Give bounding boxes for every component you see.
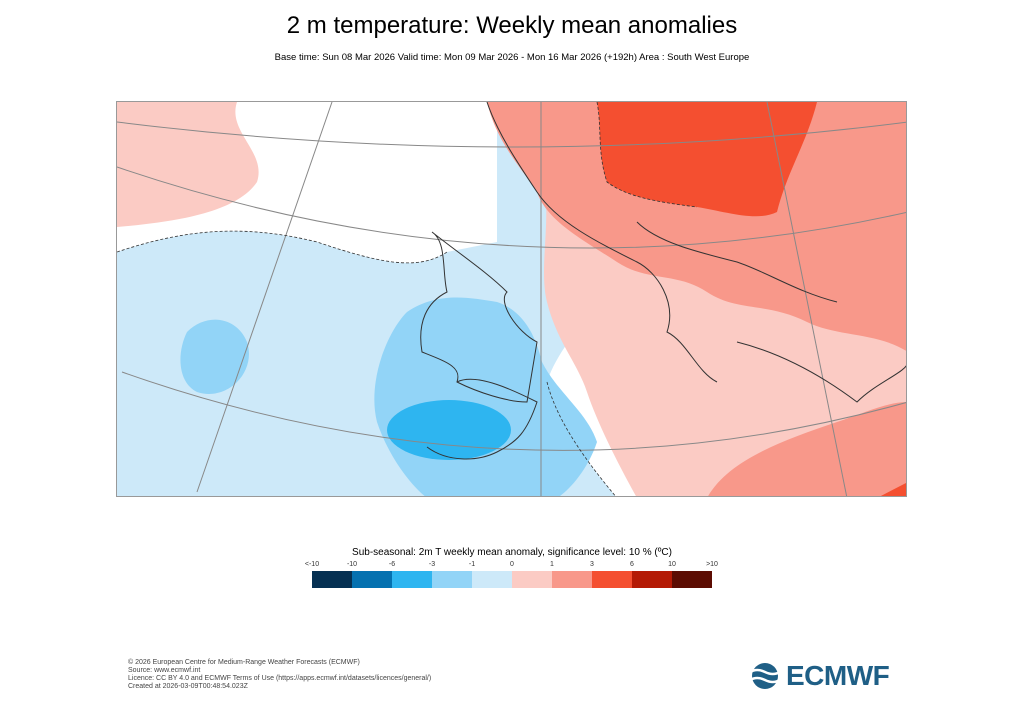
legend-tick-label: 0 [510,561,514,568]
legend-swatch [392,571,432,588]
region-strong-warm-corner [880,483,906,496]
region-strong-warm [597,102,817,217]
source-text: Source: www.ecmwf.int [128,667,201,674]
region-strong-cold [387,400,511,460]
licence-text: Licence: CC BY 4.0 and ECMWF Terms of Us… [128,675,432,682]
legend-tick-label: -1 [468,561,476,568]
legend-tick-label: 10 [668,561,676,568]
anomaly-map [116,101,907,497]
ecmwf-logo: ECMWF [748,660,890,692]
coastlines [420,102,906,460]
footer: © 2026 European Centre for Medium-Range … [128,659,431,691]
chart-title: 2 m temperature: Weekly mean anomalies [286,12,738,39]
legend-swatch [472,571,512,588]
legend-swatch [352,571,392,588]
legend-swatch [592,571,632,588]
legend-title: Sub-seasonal: 2m T weekly mean anomaly, … [352,547,672,558]
legend-swatch [552,571,592,588]
region-warm-se [708,402,906,496]
legend-tick-label: 1 [550,561,554,568]
legend-swatch [432,571,472,588]
legend-tick-label: 3 [590,561,594,568]
legend-tick-label: -6 [388,561,396,568]
legend-swatch [632,571,672,588]
legend-swatch [312,571,352,588]
region-warm [487,102,906,351]
legend-tick-label: >10 [706,561,718,568]
ecmwf-logo-text: ECMWF [786,660,890,691]
legend-swatch [512,571,552,588]
ecmwf-logo-icon [749,663,781,689]
legend-swatch [672,571,712,588]
legend-tick-label: -10 [346,561,358,568]
region-neutral [117,102,677,496]
graticule [117,102,906,496]
chart-subtitle: Base time: Sun 08 Mar 2026 Valid time: M… [274,52,750,63]
legend-colorbar [312,571,712,588]
legend-tick-label: -3 [428,561,436,568]
created-text: Created at 2026-03-09T00:48:54.023Z [128,683,248,690]
legend-tick-label: 6 [630,561,634,568]
copyright-text: © 2026 European Centre for Medium-Range … [128,659,360,666]
map-svg [117,102,906,496]
legend-tick-label: <-10 [304,561,320,568]
significance-contours [117,102,698,496]
